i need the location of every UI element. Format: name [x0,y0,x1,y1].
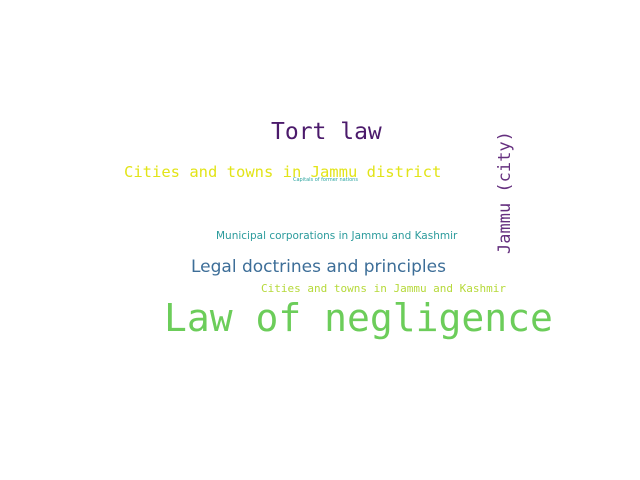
word-municipal-corporations-in-jammu-and-kashmir: Municipal corporations in Jammu and Kash… [216,230,458,242]
word-capitals-of-former-nations: Capitals of former nations [293,177,358,183]
word-law-of-negligence: Law of negligence [164,296,553,340]
word-legal-doctrines-and-principles: Legal doctrines and principles [191,257,446,277]
word-jammu-city: Jammu (city) [495,131,515,254]
word-cities-and-towns-in-jammu-district: Cities and towns in Jammu district [124,163,442,181]
word-cities-and-towns-in-jammu-and-kashmir: Cities and towns in Jammu and Kashmir [261,282,507,295]
word-tort-law: Tort law [271,119,382,145]
